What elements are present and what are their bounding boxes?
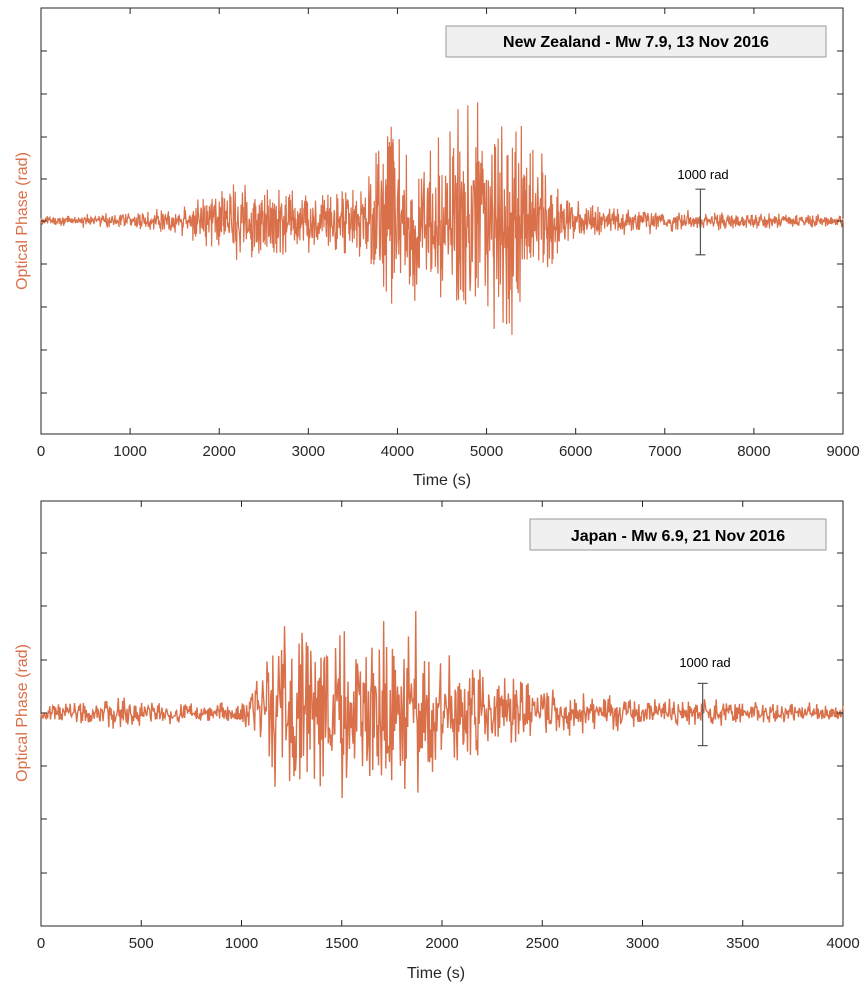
x-axis-label: Time (s) xyxy=(413,472,471,489)
x-tick-labels: 0 500 1000 1500 2000 2500 3000 3500 4000 xyxy=(37,935,860,952)
x-tick-label: 2000 xyxy=(203,443,236,460)
x-tick-label: 5000 xyxy=(470,443,503,460)
x-tick-label: 0 xyxy=(37,935,45,952)
x-tick-label: 4000 xyxy=(826,935,859,952)
x-tick-label: 8000 xyxy=(737,443,770,460)
x-tick-labels: 0 1000 2000 3000 4000 5000 6000 7000 8000 9000 xyxy=(37,443,860,460)
chart-title: New Zealand - Mw 7.9, 13 Nov 2016 xyxy=(503,34,769,51)
y-axis-label: Optical Phase (rad) xyxy=(14,644,31,782)
x-tick-label: 1500 xyxy=(325,935,358,952)
x-tick-label: 500 xyxy=(129,935,154,952)
x-tick-label: 2000 xyxy=(425,935,458,952)
chart-panel-japan: 0 500 1000 1500 2000 2500 3000 3500 4000 Time (s… xyxy=(14,500,860,982)
scale-bar xyxy=(695,188,706,256)
axis-ticks xyxy=(40,500,844,927)
axis-ticks xyxy=(40,7,844,435)
x-tick-label: 3000 xyxy=(292,443,325,460)
scale-bar-label: 1000 rad xyxy=(679,655,730,670)
chart-panel-new-zealand: 0 1000 2000 3000 4000 5000 6000 7000 8000 9000 Ti… xyxy=(14,7,860,489)
title-box xyxy=(445,25,827,58)
y-axis-label: Optical Phase (rad) xyxy=(14,152,31,290)
x-tick-label: 6000 xyxy=(559,443,592,460)
scale-bar-label: 1000 rad xyxy=(677,167,728,182)
scale-bar xyxy=(697,682,708,747)
x-tick-label: 1000 xyxy=(113,443,146,460)
x-tick-label: 3000 xyxy=(626,935,659,952)
optical-phase-trace xyxy=(40,102,844,335)
optical-phase-trace xyxy=(40,611,844,799)
x-tick-label: 7000 xyxy=(648,443,681,460)
chart-title: Japan - Mw 6.9, 21 Nov 2016 xyxy=(571,528,785,545)
x-tick-label: 2500 xyxy=(526,935,559,952)
x-tick-label: 3500 xyxy=(726,935,759,952)
title-box xyxy=(529,518,827,551)
x-tick-label: 9000 xyxy=(826,443,859,460)
x-axis-label: Time (s) xyxy=(407,965,465,982)
x-tick-label: 0 xyxy=(37,443,45,460)
x-tick-label: 4000 xyxy=(381,443,414,460)
x-tick-label: 1000 xyxy=(225,935,258,952)
